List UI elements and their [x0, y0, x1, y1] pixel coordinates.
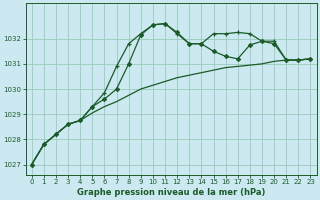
X-axis label: Graphe pression niveau de la mer (hPa): Graphe pression niveau de la mer (hPa)	[77, 188, 265, 197]
